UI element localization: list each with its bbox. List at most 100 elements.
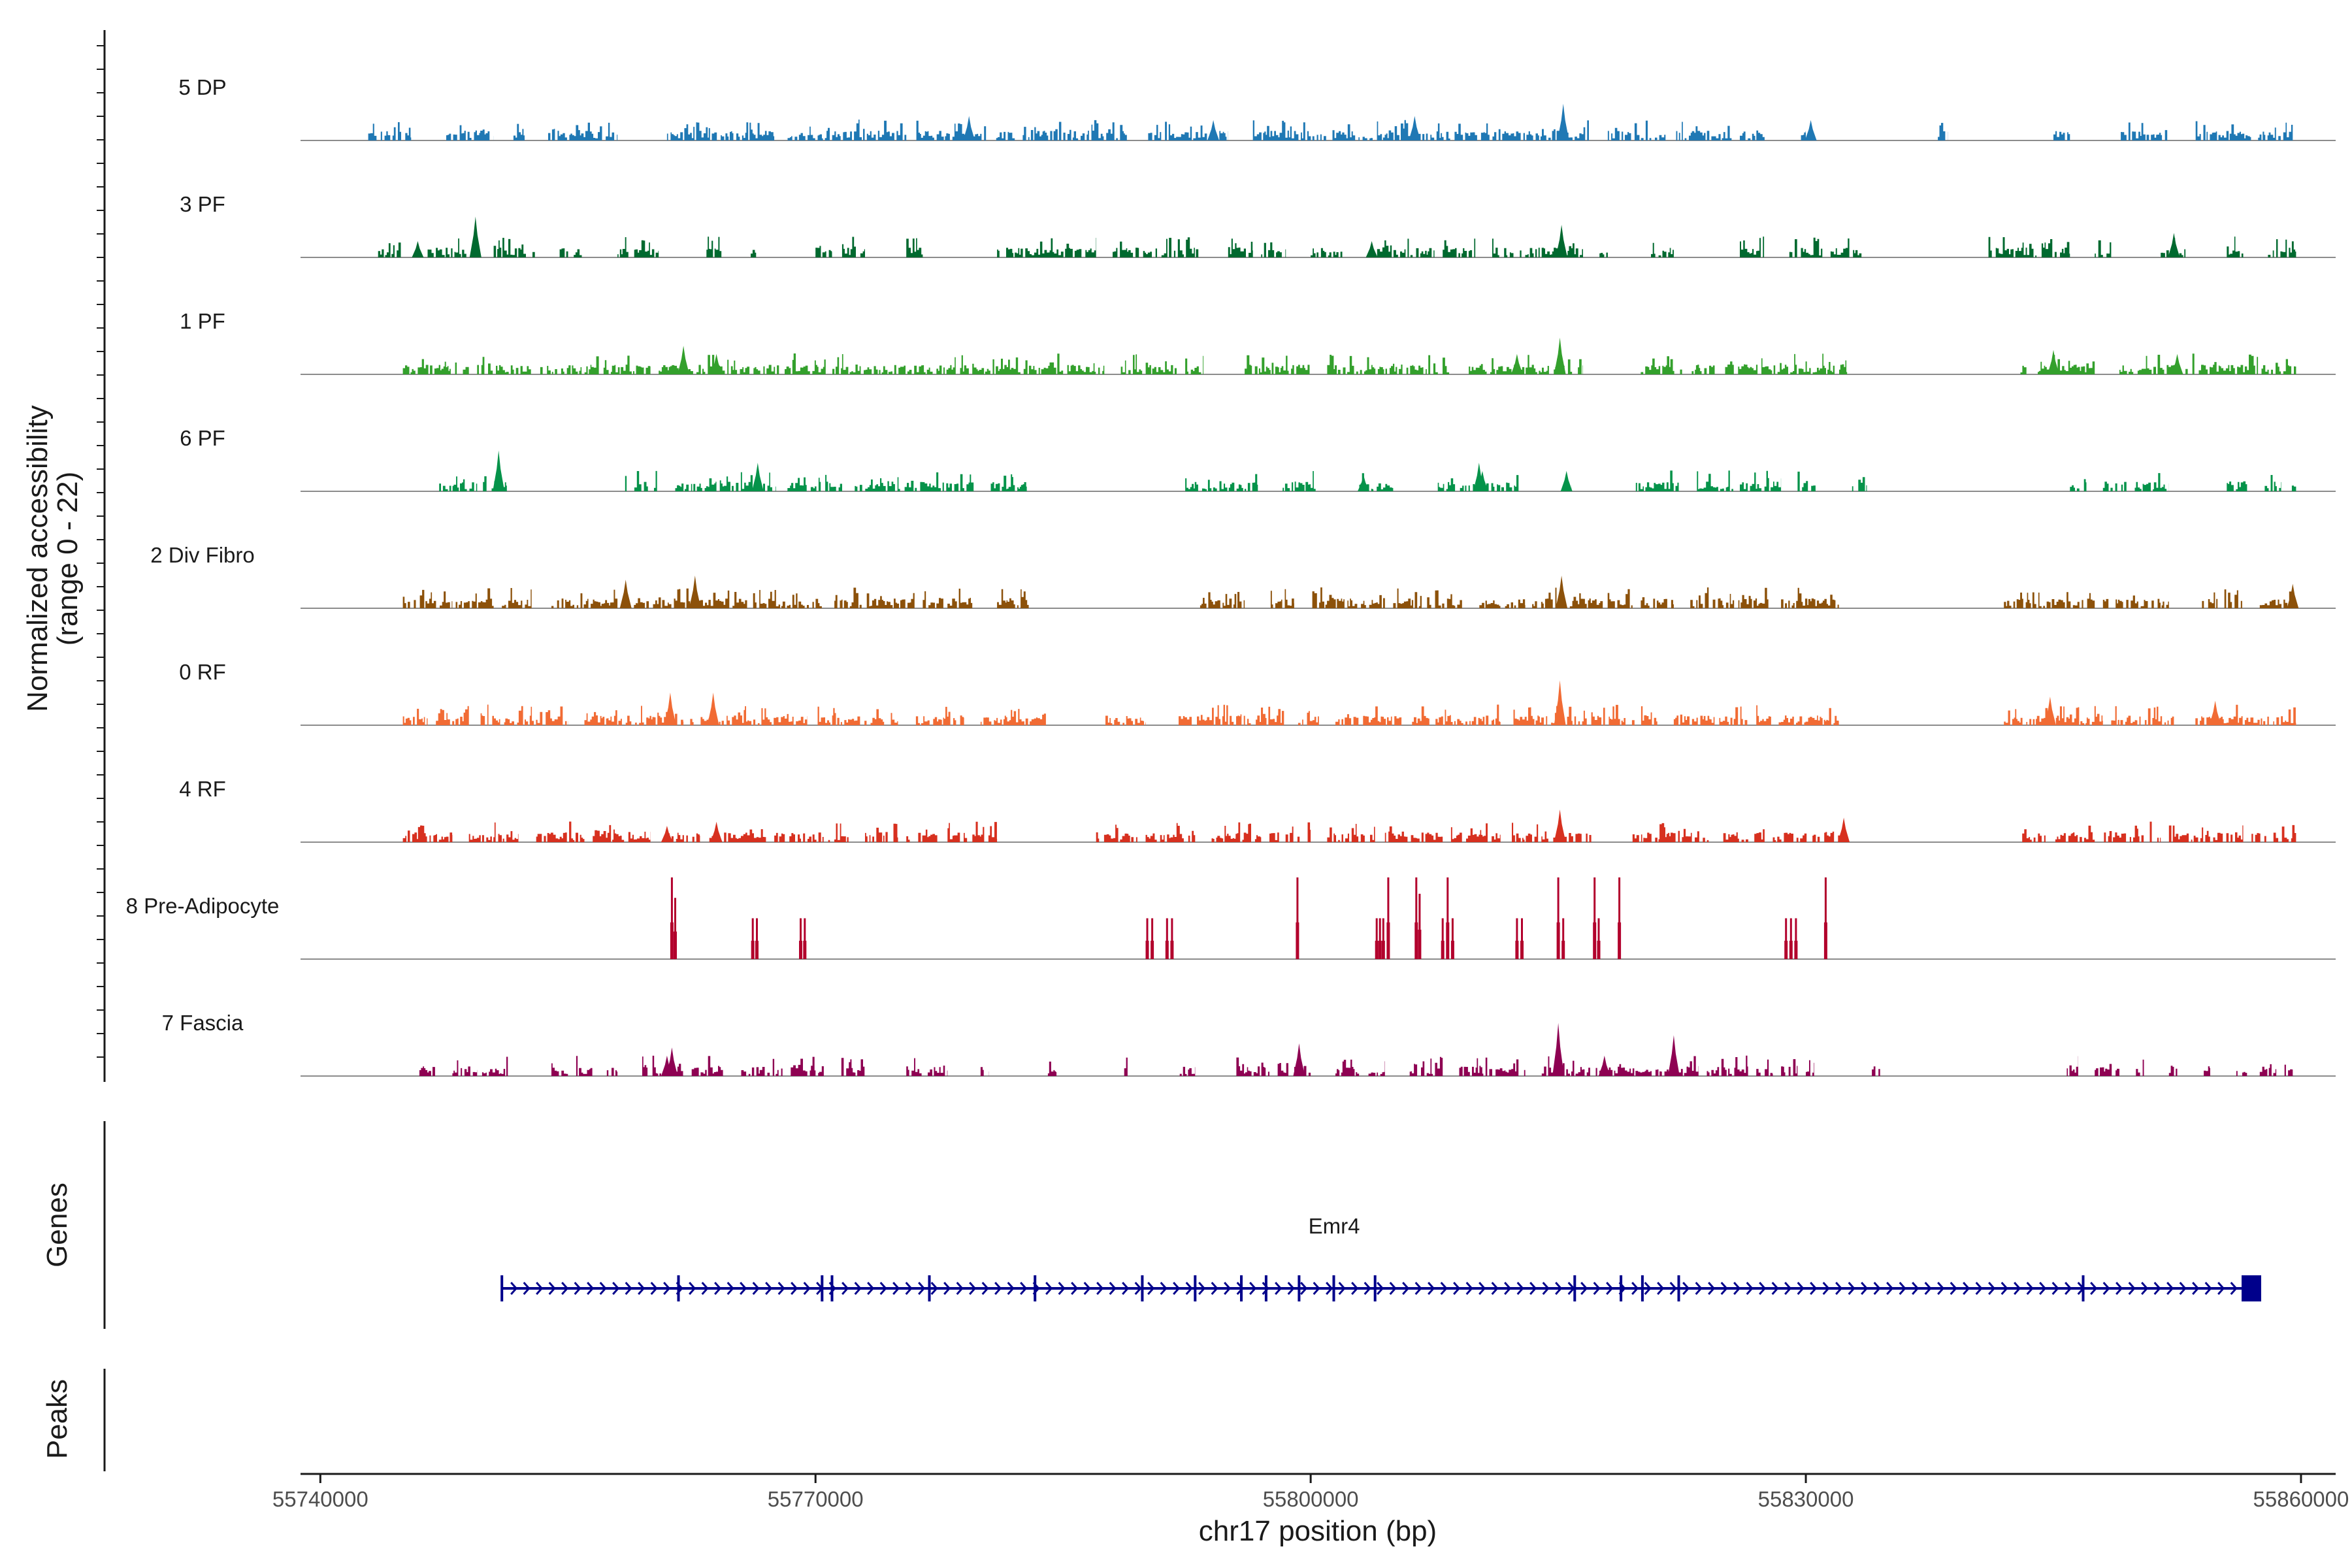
coverage-segment xyxy=(604,1068,618,1076)
strand-arrow xyxy=(1988,1282,1996,1295)
coverage-segment xyxy=(1145,823,1196,842)
coverage-segment xyxy=(700,237,722,257)
coverage-spike xyxy=(1597,918,1600,959)
coverage-peak xyxy=(751,463,764,491)
strand-arrow xyxy=(1784,1282,1792,1295)
coverage-segment xyxy=(1673,122,1732,140)
coverage-segment xyxy=(980,1067,989,1076)
coverage-segment xyxy=(832,587,915,608)
coverage-spike xyxy=(674,898,676,960)
coverage-peak xyxy=(678,346,690,374)
coverage-peak xyxy=(661,1055,673,1076)
coverage-segment xyxy=(1384,826,1443,842)
coverage-segment xyxy=(719,472,776,491)
coverage-peak xyxy=(2171,353,2183,374)
coverage-spike xyxy=(1824,877,1827,959)
strand-arrow xyxy=(1912,1282,1919,1295)
strand-arrow xyxy=(1083,1282,1091,1295)
coverage-segment xyxy=(1852,477,1867,491)
strand-arrow xyxy=(1873,1282,1881,1295)
strand-arrow xyxy=(1835,1282,1843,1295)
track-4: 2 Div Fibro xyxy=(150,543,2336,609)
coverage-segment xyxy=(1781,1059,1798,1076)
coverage-spike xyxy=(804,918,806,959)
coverage-peak xyxy=(1552,1022,1565,1076)
coverage-segment xyxy=(688,706,808,725)
coverage-segment xyxy=(1393,588,1468,608)
coverage-spike xyxy=(1789,918,1792,959)
coverage-segment xyxy=(815,246,832,257)
coverage-peak xyxy=(1409,116,1421,140)
strand-arrow xyxy=(1810,1282,1818,1295)
coverage-spike-body xyxy=(1165,940,1169,959)
strand-arrow xyxy=(1644,1282,1652,1295)
coverage-segment xyxy=(2227,237,2244,257)
coverage-peak xyxy=(1207,120,1220,140)
coverage-spike-body xyxy=(1414,922,1418,960)
coverage-segment xyxy=(1185,474,1258,491)
strand-arrow xyxy=(1109,1282,1117,1295)
coverage-spike-body xyxy=(1561,940,1565,959)
coverage-spike xyxy=(1618,877,1621,959)
strand-arrow xyxy=(2141,1282,2149,1295)
x-axis-title: chr17 position (bp) xyxy=(1199,1515,1437,1547)
coverage-segment xyxy=(482,1056,510,1076)
coverage-segment xyxy=(853,472,981,491)
strand-arrow xyxy=(1848,1282,1855,1295)
coverage-segment xyxy=(2004,592,2095,608)
coverage-spike-body xyxy=(1593,922,1597,960)
coverage-peak xyxy=(2048,350,2059,374)
coverage-segment xyxy=(840,1058,865,1076)
coverage-segment xyxy=(906,238,923,257)
coverage-spike xyxy=(756,918,758,959)
coverage-segment xyxy=(1294,711,1319,725)
coverage-peak xyxy=(619,580,632,608)
coverage-segment xyxy=(593,825,651,842)
coverage-segment xyxy=(1311,248,1344,257)
strand-arrow xyxy=(1465,1282,1473,1295)
strand-arrow xyxy=(1733,1282,1741,1295)
coverage-spike-body xyxy=(1296,922,1299,960)
exon-marker xyxy=(928,1275,931,1301)
coverage-segment xyxy=(534,821,585,842)
strand-arrow xyxy=(943,1282,951,1295)
coverage-segment xyxy=(1311,587,1385,608)
coverage-segment xyxy=(1707,1055,1748,1076)
coverage-segment xyxy=(1569,589,1633,608)
strand-arrow xyxy=(1937,1282,1945,1295)
strand-arrow xyxy=(1275,1282,1282,1295)
coverage-segment xyxy=(2102,821,2161,842)
strand-arrow xyxy=(1160,1282,1168,1295)
exon-marker xyxy=(677,1275,680,1301)
strand-arrow xyxy=(2102,1282,2110,1295)
coverage-segment xyxy=(1641,597,1674,608)
coverage-segment xyxy=(708,829,766,842)
strand-arrow xyxy=(854,1282,862,1295)
coverage-segment xyxy=(1509,706,1588,725)
coverage-peak xyxy=(2168,233,2180,257)
coverage-segment xyxy=(436,706,469,725)
coverage-spike-body xyxy=(1386,922,1390,960)
strand-arrow xyxy=(1262,1282,1269,1295)
coverage-spike-body xyxy=(1381,940,1385,959)
track-1: 3 PF xyxy=(180,192,2336,258)
strand-arrow xyxy=(2065,1282,2072,1295)
coverage-segment xyxy=(576,1056,593,1076)
coverage-segment xyxy=(659,355,791,374)
coverage-segment xyxy=(2111,706,2174,725)
coverage-segment xyxy=(1697,470,1733,491)
coverage-spike-body xyxy=(1618,922,1622,960)
coverage-segment xyxy=(2095,1060,2119,1076)
coverage-segment xyxy=(749,250,757,257)
strand-arrow xyxy=(1529,1282,1537,1295)
strand-arrow xyxy=(1771,1282,1779,1295)
coverage-spike xyxy=(751,918,754,959)
coverage-spike-body xyxy=(1170,940,1174,959)
coverage-segment xyxy=(2193,704,2296,725)
genes-panel-title: Genes xyxy=(41,1183,73,1267)
coverage-segment xyxy=(1591,704,1658,725)
coverage-segment xyxy=(444,125,494,140)
coverage-segment xyxy=(1096,825,1137,842)
strand-arrow xyxy=(612,1282,620,1295)
strand-arrow xyxy=(752,1282,760,1295)
